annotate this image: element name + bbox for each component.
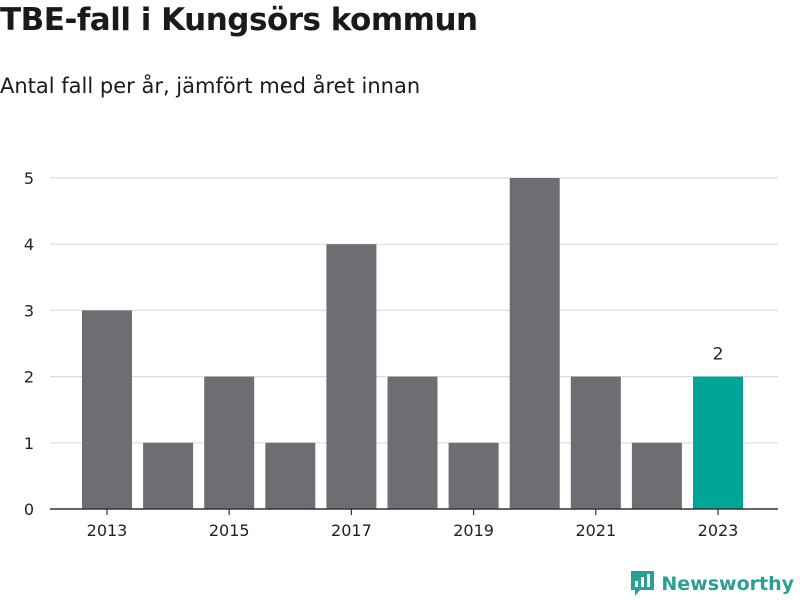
bar-2023 [693, 376, 743, 509]
chart-title: TBE-fall i Kungsörs kommun [0, 2, 478, 38]
bar-2021 [570, 376, 621, 509]
data-labels: 2 [713, 345, 724, 365]
x-tick-label: 2017 [331, 521, 372, 540]
y-tick-label: 0 [24, 500, 34, 519]
bar-2016 [265, 442, 316, 509]
bar-2017 [326, 244, 377, 509]
brand-name: Newsworthy [661, 572, 794, 595]
x-tick-label: 2023 [698, 521, 739, 540]
x-tick-label: 2013 [87, 521, 128, 540]
y-tick-label: 2 [24, 368, 34, 387]
bar-2022 [631, 442, 682, 509]
data-label: 2 [713, 345, 724, 365]
newsworthy-logo: Newsworthy [631, 571, 794, 596]
x-tick-label: 2019 [453, 521, 494, 540]
bar-2015 [204, 376, 255, 509]
chart-subtitle: Antal fall per år, jämfört med året inna… [0, 74, 421, 98]
bars [82, 178, 743, 509]
y-tick-label: 4 [24, 235, 34, 254]
x-tick-label: 2021 [575, 521, 616, 540]
bar-2020 [509, 178, 560, 509]
y-axis-ticks: 0 1 2 3 4 5 [24, 169, 34, 519]
x-axis: 2013 2015 2017 2019 2021 2023 [50, 508, 778, 540]
y-tick-label: 5 [24, 169, 34, 188]
y-tick-label: 3 [24, 301, 34, 320]
bar-2013 [82, 310, 132, 509]
bar-2014 [143, 442, 194, 509]
newsworthy-icon [631, 571, 655, 596]
x-tick-label: 2015 [209, 521, 250, 540]
bar-2018 [387, 376, 438, 509]
y-tick-label: 1 [24, 434, 34, 453]
bar-2019 [448, 442, 499, 509]
